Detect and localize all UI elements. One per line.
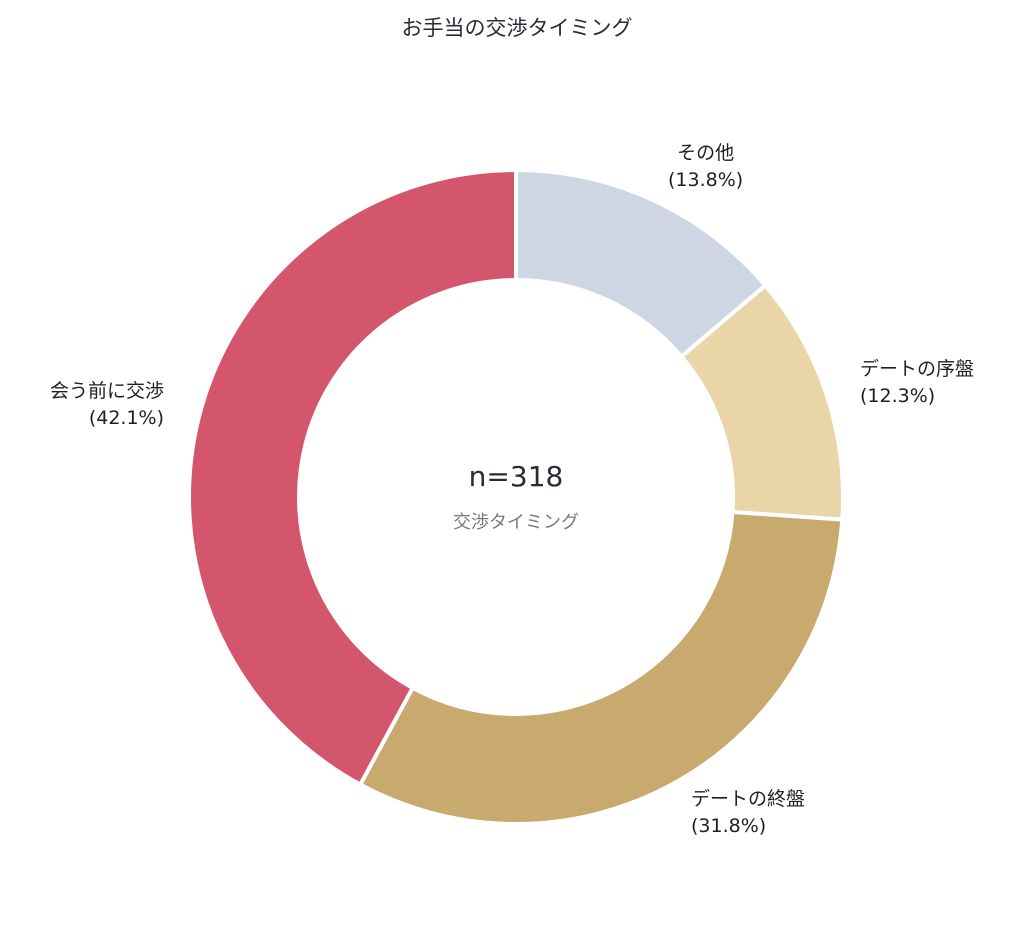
slice-before [187, 167, 518, 788]
label-other-pct: (13.8%) [668, 169, 744, 191]
label-late-pct: (31.8%) [691, 815, 767, 837]
label-late: デートの終盤 (31.8%) [691, 786, 805, 840]
center-count-label: n=318 [468, 460, 564, 493]
slice-late [357, 509, 845, 826]
chart-title: お手当の交渉タイミング [401, 16, 633, 40]
label-early-name: デートの序盤 [860, 358, 975, 380]
label-other: その他 (13.8%) [668, 140, 743, 194]
center-sub-label: 交渉タイミング [453, 512, 579, 533]
label-before: 会う前に交渉 (42.1%) [18, 378, 164, 432]
label-early-pct: (12.3%) [860, 385, 936, 407]
label-early: デートの序盤 (12.3%) [860, 356, 974, 410]
label-before-name: 会う前に交渉 [49, 380, 164, 402]
label-before-pct: (42.1%) [88, 407, 164, 429]
label-late-name: デートの終盤 [691, 788, 806, 810]
label-other-name: その他 [677, 142, 735, 164]
